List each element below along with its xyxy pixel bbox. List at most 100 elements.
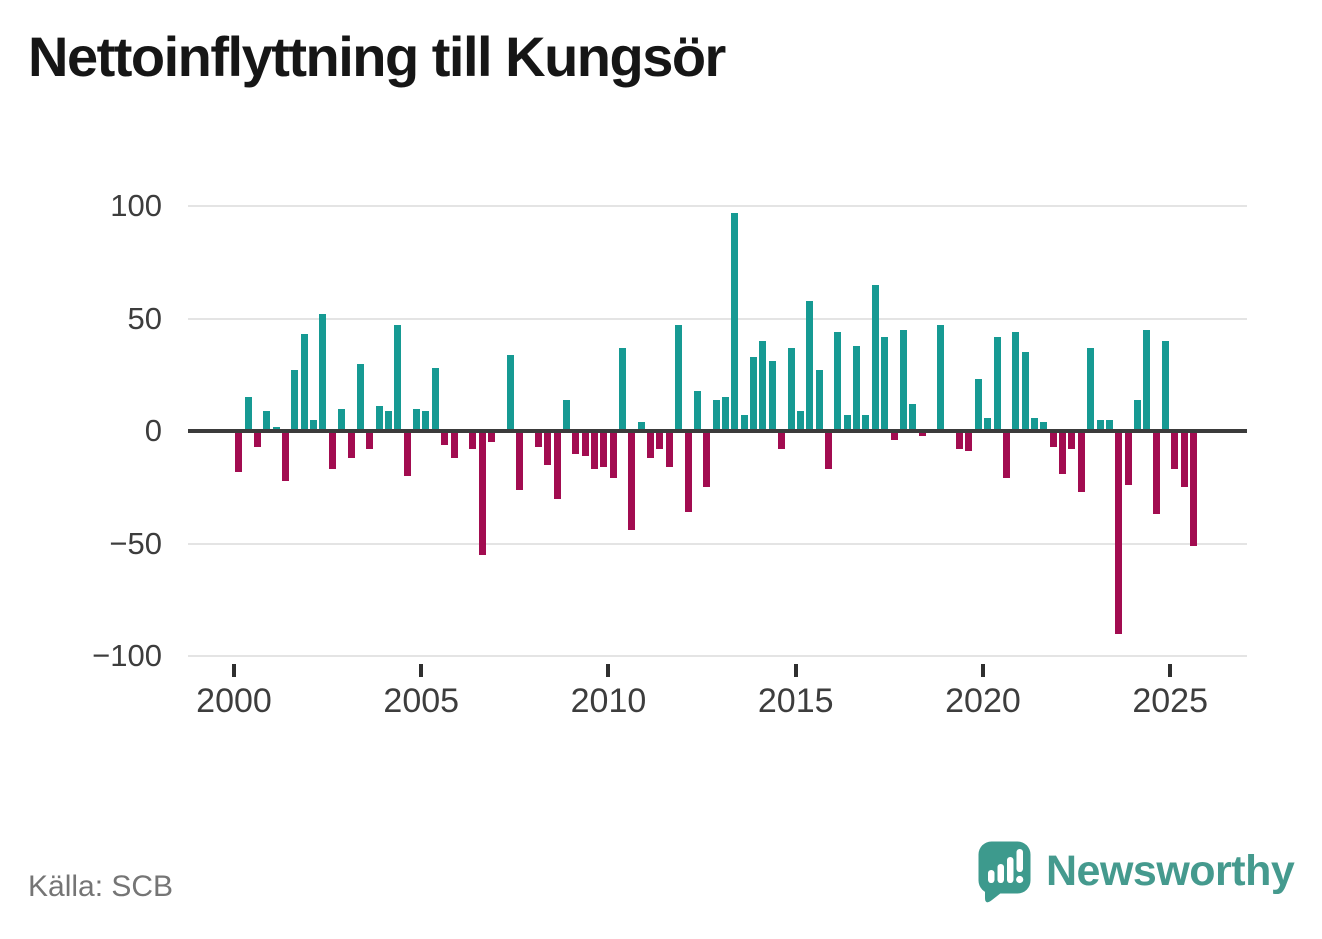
newsworthy-wordmark: Newsworthy (1046, 847, 1295, 895)
bar-2007-Q3 (516, 431, 524, 490)
bar-2014-Q4 (787, 347, 795, 431)
bar-2008-Q3 (553, 431, 561, 499)
bar-2020-Q4 (1012, 332, 1020, 431)
bar-2004-Q1 (384, 410, 392, 431)
bar-2023-Q1 (1096, 419, 1104, 431)
bar-2009-Q1 (572, 431, 580, 454)
bar-2021-Q3 (1040, 422, 1048, 431)
bar-2013-Q1 (722, 397, 730, 431)
bar-2012-Q2 (693, 390, 701, 431)
bar-2023-Q3 (1115, 431, 1123, 634)
y-axis-label-100: 100 (110, 188, 162, 223)
x-axis-label-2020: 2020 (945, 682, 1021, 720)
bar-2005-Q3 (441, 431, 449, 445)
bar-2011-Q3 (665, 431, 673, 467)
bar-2001-Q3 (291, 370, 299, 431)
bar-2013-Q2 (731, 212, 739, 431)
x-axis-tick-2020 (980, 664, 985, 677)
bar-2017-Q3 (890, 431, 898, 440)
bar-2000-Q3 (253, 431, 261, 447)
bar-2013-Q3 (740, 415, 748, 431)
bar-2017-Q1 (871, 284, 879, 431)
bar-2000-Q1 (235, 431, 243, 472)
bar-2000-Q4 (263, 410, 271, 431)
bar-2001-Q2 (282, 431, 289, 481)
bar-2004-Q3 (403, 431, 411, 476)
bar-2023-Q2 (1105, 419, 1113, 431)
x-axis-label-2010: 2010 (570, 682, 647, 720)
bar-2010-Q3 (628, 431, 636, 530)
bar-2001-Q4 (300, 334, 308, 431)
bar-2015-Q3 (815, 370, 823, 431)
bar-2020-Q1 (984, 417, 992, 431)
bar-2002-Q4 (338, 408, 346, 431)
bar-2019-Q2 (956, 431, 964, 449)
bar-2011-Q1 (647, 431, 655, 458)
x-axis-label-2015: 2015 (757, 682, 834, 720)
bar-2010-Q4 (637, 422, 645, 431)
bar-2018-Q2 (918, 431, 926, 436)
bar-2011-Q2 (656, 431, 664, 449)
bar-2007-Q2 (506, 354, 514, 431)
gridline-50 (188, 317, 1247, 320)
bar-2021-Q4 (1049, 431, 1057, 447)
plot-area (188, 205, 1247, 657)
bar-2025-Q1 (1171, 431, 1179, 470)
x-axis-tick-2005 (419, 664, 424, 677)
bar-2021-Q1 (1021, 352, 1029, 431)
y-axis-label-0: 0 (144, 413, 162, 448)
bar-2002-Q1 (310, 419, 318, 431)
bar-2022-Q4 (1087, 347, 1095, 431)
newsworthy-icon (978, 841, 1031, 910)
bar-2019-Q3 (965, 431, 973, 452)
bar-2024-Q3 (1152, 431, 1160, 515)
bar-2014-Q1 (759, 341, 767, 431)
bar-2012-Q4 (712, 399, 720, 431)
x-axis-label-2025: 2025 (1132, 682, 1208, 720)
bar-2002-Q3 (328, 431, 336, 470)
bar-2025-Q2 (1180, 431, 1188, 488)
x-axis-label-2005: 2005 (383, 682, 460, 720)
newsworthy-logo: Newsworthy (978, 841, 1295, 910)
bar-2005-Q4 (450, 431, 458, 458)
bar-2016-Q4 (862, 415, 870, 431)
bar-2003-Q4 (375, 406, 383, 431)
bar-2004-Q2 (394, 325, 402, 431)
bar-2013-Q4 (750, 356, 758, 431)
bar-2025-Q3 (1190, 431, 1198, 546)
source-note: Källa: SCB (28, 870, 174, 903)
bar-2008-Q1 (534, 431, 542, 447)
gridline-100 (188, 205, 1247, 207)
bar-2010-Q1 (609, 431, 617, 479)
bar-2015-Q1 (796, 410, 804, 431)
bar-2006-Q4 (487, 431, 495, 443)
x-axis-label-2000: 2000 (196, 682, 272, 720)
bar-2006-Q2 (469, 431, 477, 449)
bar-2024-Q1 (1133, 399, 1141, 431)
bar-2024-Q4 (1162, 341, 1170, 431)
x-axis-tick-2025 (1168, 664, 1173, 677)
bar-2011-Q4 (675, 325, 683, 431)
bar-2019-Q4 (974, 379, 982, 431)
bar-2018-Q1 (909, 404, 917, 431)
bar-2023-Q4 (1124, 431, 1132, 485)
bar-2017-Q4 (899, 329, 907, 431)
bar-2016-Q1 (834, 332, 842, 431)
bar-2002-Q2 (319, 314, 327, 431)
bar-2009-Q4 (600, 431, 608, 467)
bar-2024-Q2 (1143, 329, 1151, 431)
bar-2000-Q2 (244, 397, 252, 431)
bar-2022-Q1 (1059, 431, 1067, 474)
zero-axis-line (188, 429, 1247, 433)
gridline--100 (188, 655, 1247, 657)
bar-2009-Q2 (581, 431, 589, 456)
gridline--50 (188, 542, 1247, 545)
x-axis-tick-2010 (606, 664, 611, 677)
bar-2005-Q2 (431, 368, 439, 431)
bar-2004-Q4 (413, 408, 421, 431)
bar-2020-Q2 (993, 336, 1001, 431)
bar-2015-Q2 (806, 300, 814, 431)
bar-2021-Q2 (1030, 417, 1038, 431)
y-axis-label--50: −50 (109, 525, 162, 561)
